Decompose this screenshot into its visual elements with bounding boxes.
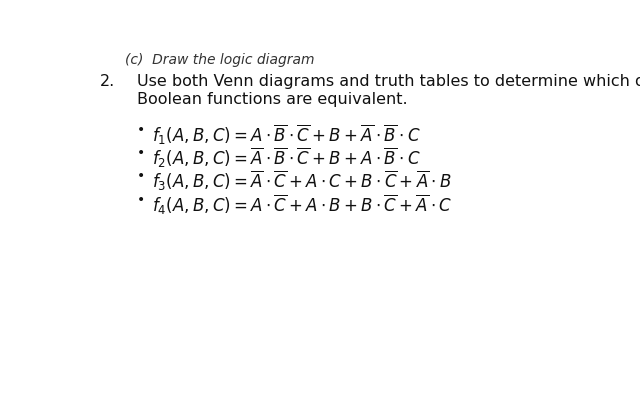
Text: 2.: 2. <box>100 74 115 89</box>
Text: $f_3(A,B,C) = \overline{A} \cdot \overline{C} + A \cdot C + B \cdot \overline{C}: $f_3(A,B,C) = \overline{A} \cdot \overli… <box>152 169 451 194</box>
Text: •: • <box>137 169 145 183</box>
Text: $f_2(A,B,C) = \overline{A} \cdot \overline{B} \cdot \overline{C} + B + A \cdot \: $f_2(A,B,C) = \overline{A} \cdot \overli… <box>152 146 420 170</box>
Text: $f_4(A,B,C) = A \cdot \overline{C} + A \cdot B + B \cdot \overline{C} + \overlin: $f_4(A,B,C) = A \cdot \overline{C} + A \… <box>152 193 452 217</box>
Text: •: • <box>137 122 145 136</box>
Text: $f_1(A,B,C) = A \cdot \overline{B} \cdot \overline{C} + B + \overline{A} \cdot \: $f_1(A,B,C) = A \cdot \overline{B} \cdot… <box>152 122 420 147</box>
Text: Boolean functions are equivalent.: Boolean functions are equivalent. <box>137 92 408 107</box>
Text: Use both Venn diagrams and truth tables to determine which of the following: Use both Venn diagrams and truth tables … <box>137 74 640 89</box>
Text: •: • <box>137 146 145 160</box>
Text: •: • <box>137 193 145 207</box>
Text: (c)  Draw the logic diagram: (c) Draw the logic diagram <box>125 53 314 67</box>
